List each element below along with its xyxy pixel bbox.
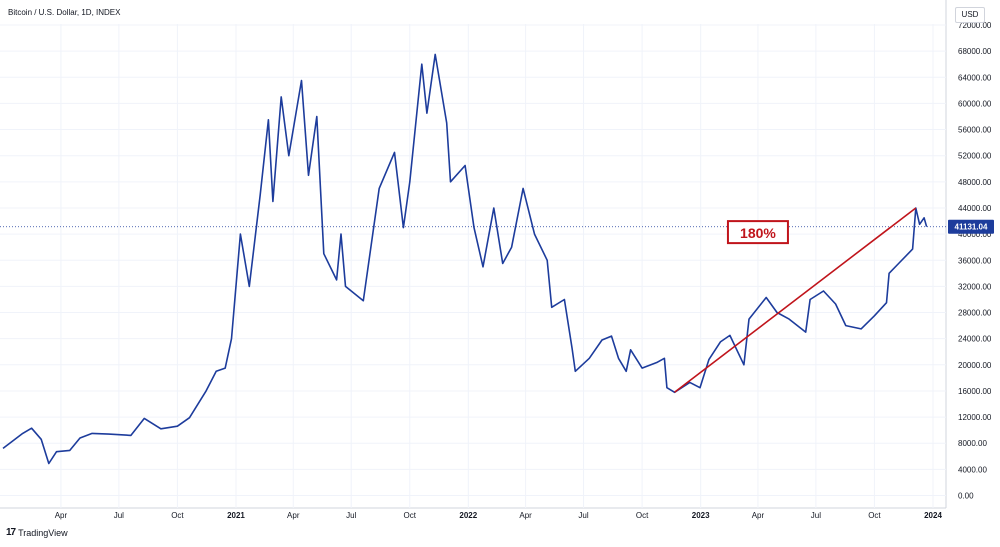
x-tick-label: Jul	[811, 511, 821, 520]
last-price-label: 41131.04	[955, 223, 988, 232]
last-price-badge	[948, 219, 994, 234]
x-tick-label: Apr	[287, 511, 300, 520]
tradingview-logo-icon: 17	[6, 527, 16, 538]
y-tick-label: 64000.00	[958, 73, 992, 82]
x-tick-label: Oct	[636, 511, 649, 520]
y-tick-label: 20000.00	[958, 361, 992, 370]
x-tick-label: 2023	[692, 511, 710, 520]
x-tick-label: Jul	[346, 511, 356, 520]
y-tick-label: 68000.00	[958, 47, 992, 56]
y-tick-label: 12000.00	[958, 413, 992, 422]
overlay-layer: 41131.04 180%	[0, 207, 994, 393]
y-tick-label: 28000.00	[958, 309, 992, 318]
grid	[0, 0, 947, 509]
x-tick-label: 2024	[924, 511, 942, 520]
tradingview-brand[interactable]: 17 TradingView	[6, 527, 68, 538]
x-tick-label: Apr	[519, 511, 532, 520]
x-tick-label: 2021	[227, 511, 245, 520]
y-tick-label: 16000.00	[958, 387, 992, 396]
y-tick-label: 44000.00	[958, 204, 992, 213]
y-tick-label: 0.00	[958, 492, 974, 501]
chart-title[interactable]: Bitcoin / U.S. Dollar, 1D, INDEX	[8, 8, 121, 17]
y-tick-label: 24000.00	[958, 335, 992, 344]
x-axis: Apr Jul Oct 2021 Apr Jul Oct 2022 Apr Jul Oct 2023 A…	[55, 511, 943, 520]
series-layer	[2, 53, 928, 465]
y-tick-label: 56000.00	[958, 126, 992, 135]
trend-line	[674, 207, 917, 393]
x-tick-label: 2022	[459, 511, 477, 520]
y-tick-label: 48000.00	[958, 178, 992, 187]
y-tick-label: 72000.00	[958, 21, 992, 30]
y-tick-label: 4000.00	[958, 465, 987, 474]
brand-label: TradingView	[18, 527, 68, 538]
y-tick-label: 52000.00	[958, 152, 992, 161]
x-tick-label: Jul	[578, 511, 588, 520]
y-tick-label: 40000.00	[958, 230, 992, 239]
currency-button[interactable]: USD	[955, 7, 985, 23]
x-tick-label: Apr	[55, 511, 68, 520]
y-axis: 0.00 4000.00 8000.00 12000.00 16000.00 20000.…	[958, 21, 992, 501]
x-tick-label: Jul	[114, 511, 124, 520]
x-tick-label: Oct	[171, 511, 184, 520]
annotation-label: 180%	[740, 225, 776, 241]
y-tick-label: 60000.00	[958, 99, 992, 108]
x-tick-label: Apr	[752, 511, 765, 520]
x-tick-label: Oct	[868, 511, 881, 520]
y-tick-label: 32000.00	[958, 282, 992, 291]
price-series-line	[2, 53, 928, 465]
y-tick-label: 8000.00	[958, 439, 987, 448]
x-tick-label: Oct	[404, 511, 417, 520]
y-tick-label: 36000.00	[958, 256, 992, 265]
annotation-box	[726, 220, 789, 245]
